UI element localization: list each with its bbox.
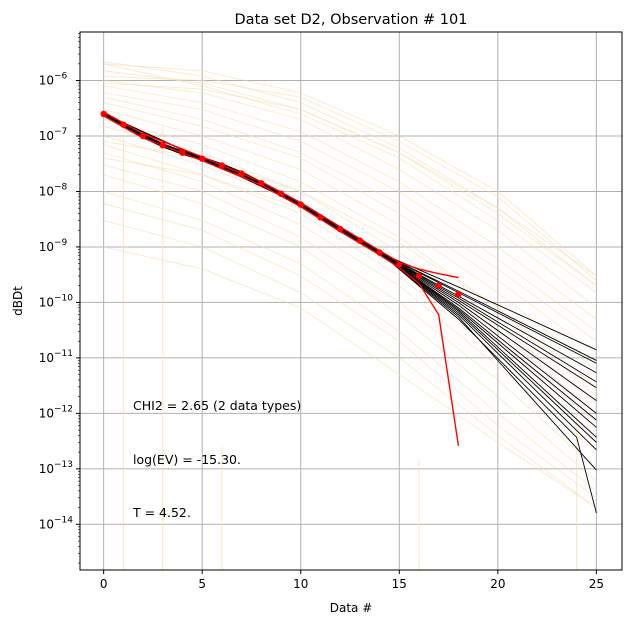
y-tick-label: 10 bbox=[39, 351, 54, 365]
prior-line bbox=[103, 125, 597, 404]
observed-point bbox=[218, 162, 226, 169]
y-tick-label-exponent: −13 bbox=[54, 460, 73, 470]
observed-point bbox=[356, 237, 364, 244]
y-tick-label: 10 bbox=[39, 240, 54, 254]
prior-line bbox=[103, 85, 597, 320]
annotation-chi2: CHI2 = 2.65 (2 data types) bbox=[133, 398, 301, 413]
x-tick-label: 20 bbox=[490, 577, 505, 591]
y-tick-label-exponent: −14 bbox=[54, 515, 73, 525]
prior-line bbox=[103, 118, 597, 388]
annotation-log-ev: log(EV) = -15.30. bbox=[133, 452, 241, 467]
plot-area bbox=[100, 61, 597, 570]
y-tick-label-exponent: −12 bbox=[54, 404, 73, 414]
prior-line bbox=[103, 61, 597, 277]
y-axis-label: dBDt bbox=[11, 286, 25, 316]
y-tick-label-exponent: −10 bbox=[54, 293, 73, 303]
chart-title: Data set D2, Observation # 101 bbox=[235, 12, 468, 28]
prior-line bbox=[103, 164, 597, 470]
y-tick-label: 10 bbox=[39, 462, 54, 476]
y-tick-label: 10 bbox=[39, 517, 54, 531]
observed-point bbox=[317, 214, 324, 221]
observed-point bbox=[297, 201, 304, 208]
annotations: CHI2 = 2.65 (2 data types) log(EV) = -15… bbox=[132, 398, 301, 520]
grid bbox=[80, 32, 622, 570]
observed-point bbox=[198, 155, 206, 162]
posterior-thick-line bbox=[102, 112, 401, 267]
y-tick-label: 10 bbox=[39, 74, 54, 88]
y-tick-label-exponent: −6 bbox=[54, 72, 68, 82]
posterior-line bbox=[103, 113, 597, 389]
y-tick-label-exponent: −8 bbox=[54, 182, 68, 192]
y-tick-label-exponent: −9 bbox=[54, 238, 68, 248]
prior-line bbox=[103, 144, 597, 436]
y-tick-label-exponent: −11 bbox=[54, 349, 73, 359]
prior-line bbox=[103, 63, 597, 277]
y-tick-label: 10 bbox=[39, 184, 54, 198]
posterior-line bbox=[103, 113, 597, 443]
observed-point bbox=[455, 291, 462, 298]
observed-point bbox=[159, 142, 166, 149]
y-tick-label: 10 bbox=[39, 129, 54, 143]
prior-line bbox=[103, 109, 597, 371]
prior-line bbox=[103, 102, 597, 354]
observed-point bbox=[120, 121, 127, 128]
observed-point bbox=[336, 225, 344, 233]
y-tick-label-exponent: −7 bbox=[54, 127, 67, 137]
prior-line bbox=[103, 63, 597, 294]
observed-point bbox=[277, 190, 285, 197]
prior-line bbox=[103, 92, 597, 332]
observed-point bbox=[238, 170, 245, 177]
observed-point bbox=[139, 132, 147, 140]
annotation-temperature: T = 4.52. bbox=[132, 505, 191, 520]
x-tick-label: 5 bbox=[198, 577, 206, 591]
posterior-line bbox=[103, 113, 597, 438]
prior-line bbox=[103, 174, 597, 482]
observed-point bbox=[396, 261, 403, 268]
prior-line bbox=[103, 135, 597, 423]
prior-line bbox=[103, 96, 597, 342]
observed-point bbox=[179, 149, 186, 156]
prior-line bbox=[103, 203, 597, 499]
x-tick-label: 0 bbox=[100, 577, 108, 591]
prior-line bbox=[103, 246, 597, 509]
y-tick-label: 10 bbox=[39, 295, 54, 309]
observed-point bbox=[415, 272, 423, 280]
prior-line bbox=[103, 82, 597, 287]
x-axis-label: Data # bbox=[330, 601, 373, 615]
observed-point bbox=[376, 249, 383, 256]
observed-point bbox=[258, 180, 265, 187]
observed-point bbox=[100, 110, 107, 118]
prior-line bbox=[103, 80, 597, 309]
prior-line bbox=[103, 75, 597, 281]
posterior-line bbox=[103, 113, 597, 428]
observed-point bbox=[435, 282, 442, 289]
prior-line bbox=[103, 152, 597, 453]
x-tick-label: 15 bbox=[392, 577, 407, 591]
y-tick-label: 10 bbox=[39, 406, 54, 420]
prior-line bbox=[103, 190, 597, 492]
axes-frame bbox=[79, 31, 623, 571]
x-tick-label: 10 bbox=[293, 577, 308, 591]
x-tick-label: 25 bbox=[589, 577, 604, 591]
prior-line bbox=[103, 220, 597, 509]
